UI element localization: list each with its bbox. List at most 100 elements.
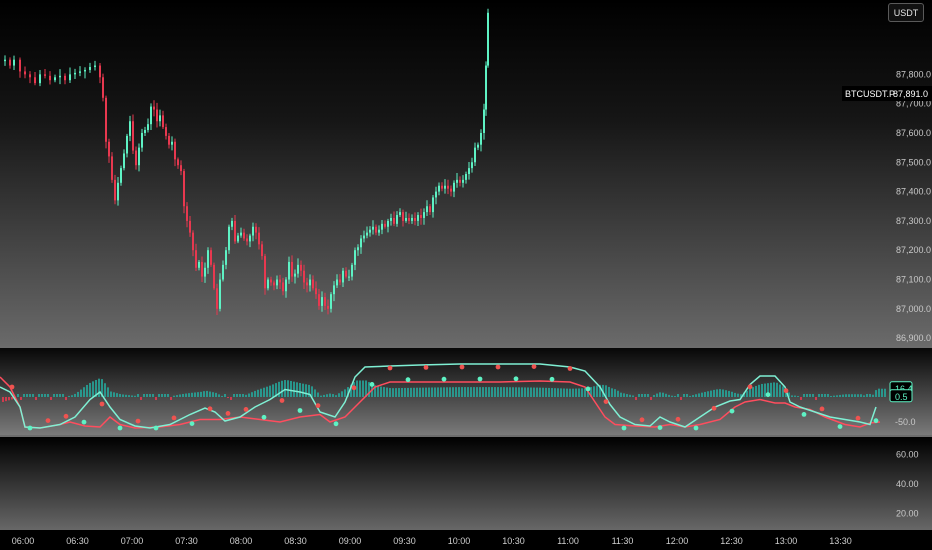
histogram-bar xyxy=(281,380,283,397)
histogram-bar xyxy=(365,380,367,397)
histogram-bar xyxy=(23,394,25,397)
signal-dot xyxy=(351,385,357,391)
signal-dot xyxy=(603,399,609,404)
candle-body xyxy=(372,226,374,230)
histogram-bar xyxy=(131,395,133,397)
candle-body xyxy=(423,212,425,218)
candle-body xyxy=(366,232,368,236)
signal-dot xyxy=(459,364,465,370)
candle-body xyxy=(324,297,326,306)
histogram-bar xyxy=(680,397,682,400)
histogram-bar xyxy=(773,382,775,397)
histogram-bar xyxy=(737,393,739,397)
time-axis[interactable]: 06:00 06:30 07:00 07:30 08:00 08:30 09:00 09:30… xyxy=(12,536,852,546)
signal-dot xyxy=(423,365,429,370)
candle-body xyxy=(270,279,272,283)
histogram-bar xyxy=(77,391,79,397)
histogram-bar xyxy=(239,394,241,397)
candle-body xyxy=(438,185,440,192)
histogram-bar xyxy=(809,394,811,397)
signal-dot xyxy=(747,384,753,390)
candle-body xyxy=(483,109,485,133)
signal-dot xyxy=(171,415,177,421)
histogram-bar xyxy=(788,392,790,397)
candle-body xyxy=(39,74,41,84)
histogram-bar xyxy=(491,387,493,397)
lower-axis[interactable]: 60.00 40.00 20.00 xyxy=(896,450,919,519)
candle-body xyxy=(177,159,179,166)
candle-body xyxy=(207,250,209,268)
histogram-bar xyxy=(182,393,184,397)
candle-body xyxy=(89,67,91,70)
histogram-bar xyxy=(653,395,655,397)
histogram-bar xyxy=(857,394,859,397)
signal-dot xyxy=(63,413,69,419)
oscillator-axis[interactable]: 16.40.5 -50.0 xyxy=(889,381,916,427)
currency-button[interactable]: USDT xyxy=(888,3,924,22)
candle-body xyxy=(471,162,473,169)
histogram-bar xyxy=(836,395,838,397)
signal-dot xyxy=(855,415,861,421)
candle-body xyxy=(264,256,266,289)
candle-body xyxy=(369,229,371,233)
price-tick-label: 87,400.0 xyxy=(896,187,931,197)
histogram-bar xyxy=(128,395,130,397)
histogram-bar xyxy=(293,381,295,397)
histogram-bar xyxy=(92,381,94,397)
signal-dot xyxy=(27,425,33,431)
histogram-bar xyxy=(581,388,583,397)
histogram-bar xyxy=(563,388,565,397)
histogram-bar xyxy=(515,387,517,397)
signal-dot xyxy=(225,411,231,416)
histogram-bar xyxy=(89,382,91,397)
histogram-bar xyxy=(863,395,865,397)
candle-body xyxy=(468,168,470,174)
histogram-bar xyxy=(284,380,286,397)
candle-body xyxy=(309,279,311,286)
histogram-bar xyxy=(767,383,769,397)
histogram-bar xyxy=(125,394,127,397)
time-tick-label: 08:00 xyxy=(230,536,253,546)
price-tick-label: 87,700.0 xyxy=(896,99,931,109)
histogram-bar xyxy=(8,397,10,401)
price-tick-label: 87,100.0 xyxy=(896,275,931,285)
histogram-bar xyxy=(833,395,835,397)
histogram-bar xyxy=(404,387,406,397)
histogram-bar xyxy=(329,393,331,397)
histogram-bar xyxy=(392,388,394,397)
histogram-bar xyxy=(623,393,625,397)
histogram-bar xyxy=(656,393,658,397)
signal-dot xyxy=(837,424,843,429)
candle-body xyxy=(123,153,125,169)
candle-body xyxy=(276,279,278,286)
histogram-bar xyxy=(2,397,4,402)
histogram-bar xyxy=(614,389,616,397)
lower-pane[interactable] xyxy=(0,437,932,537)
histogram-bar xyxy=(488,387,490,397)
histogram-bar xyxy=(62,394,64,397)
candle-body xyxy=(450,188,452,192)
histogram-bar xyxy=(659,392,661,397)
price-tick-label: 87,200.0 xyxy=(896,245,931,255)
histogram-bar xyxy=(794,395,796,397)
candle-body xyxy=(285,279,287,292)
histogram-bar xyxy=(422,387,424,397)
histogram-bar xyxy=(641,394,643,397)
candle-body xyxy=(243,232,245,239)
price-axis[interactable]: 86,900.0 87,000.0 87,100.0 87,200.0 87,300.0… xyxy=(896,69,931,343)
candle-body xyxy=(480,132,482,145)
histogram-bar xyxy=(347,387,349,397)
histogram-bar xyxy=(446,387,448,397)
histogram-bar xyxy=(596,385,598,397)
candle-body xyxy=(258,232,260,245)
signal-dot xyxy=(549,376,555,382)
histogram-bar xyxy=(167,394,169,397)
histogram-bar xyxy=(242,394,244,397)
candle-body xyxy=(453,182,455,192)
histogram-bar xyxy=(665,393,667,397)
histogram-bar xyxy=(650,397,652,400)
candle-body xyxy=(447,185,449,189)
histogram-bar xyxy=(497,387,499,397)
histogram-bar xyxy=(674,395,676,397)
